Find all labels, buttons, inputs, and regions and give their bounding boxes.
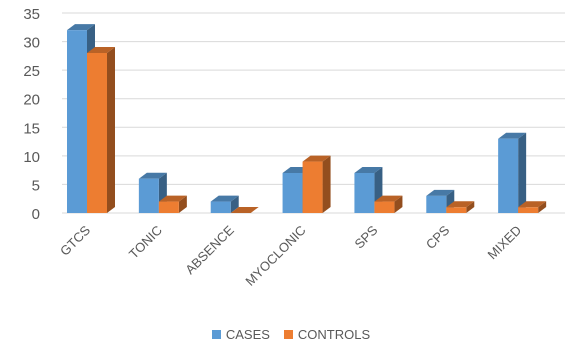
y-tick-label: 10	[23, 149, 40, 166]
bar-controls-absence	[230, 207, 259, 213]
bar-controls-myoclonic	[302, 155, 331, 213]
x-tick-label: CPS	[423, 222, 453, 252]
legend-item-cases: CASES	[211, 327, 270, 342]
legend-label-controls: CONTROLS	[297, 327, 371, 342]
y-tick-label: 0	[32, 206, 40, 223]
bar-cases-cps	[426, 189, 455, 213]
y-axis-ticks: 0 5 10 15 20 25 30 35	[23, 6, 40, 223]
y-tick-label: 30	[23, 35, 40, 52]
bar-cases-absence	[210, 195, 239, 213]
bar-controls-cps	[446, 201, 475, 213]
x-axis-ticks: GTCS TONIC ABSENCE MYOCLONIC SPS CPS MIXED	[57, 222, 524, 289]
legend-swatch-cases	[211, 330, 221, 339]
bar-controls-sps	[374, 195, 403, 213]
bars	[67, 24, 547, 214]
x-tick-label: ABSENCE	[182, 222, 237, 277]
y-tick-label: 15	[23, 120, 40, 137]
x-tick-label: TONIC	[126, 223, 165, 262]
legend-item-controls: CONTROLS	[283, 327, 371, 342]
bar-cases-mixed	[498, 132, 527, 213]
x-tick-label: MYOCLONIC	[242, 223, 308, 289]
y-tick-label: 25	[23, 63, 40, 80]
legend-swatch-controls	[283, 330, 293, 339]
legend: CASES CONTROLS	[0, 327, 582, 342]
y-tick-label: 20	[23, 92, 40, 109]
bar-controls-tonic	[158, 195, 187, 213]
bar-controls-mixed	[518, 201, 547, 213]
x-tick-label: MIXED	[485, 223, 525, 263]
legend-label-cases: CASES	[225, 327, 270, 342]
y-tick-label: 5	[32, 177, 40, 194]
x-tick-label: GTCS	[57, 222, 93, 258]
bar-controls-gtcs	[87, 47, 115, 213]
y-tick-label: 35	[23, 6, 40, 23]
x-tick-label: SPS	[352, 222, 381, 251]
